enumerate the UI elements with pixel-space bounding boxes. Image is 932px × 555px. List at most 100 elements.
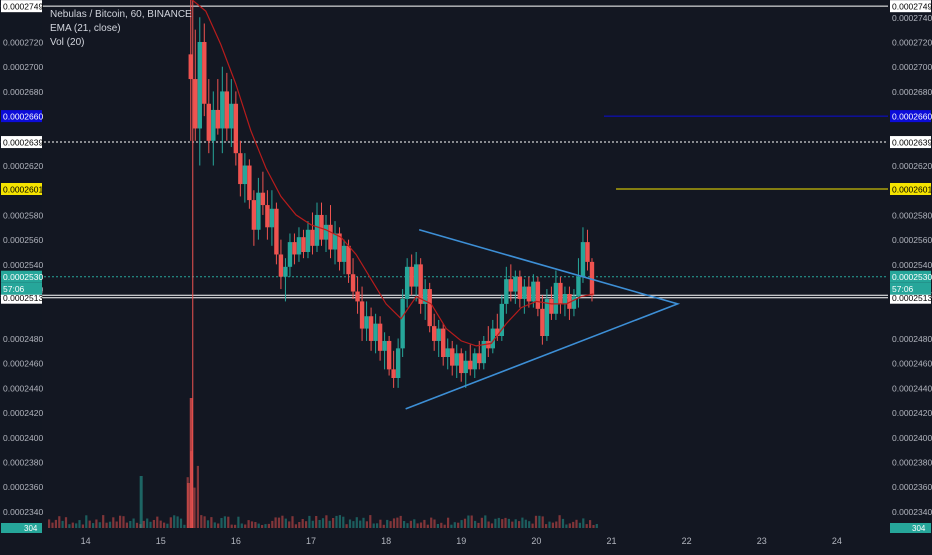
- volume-bar: [470, 515, 473, 528]
- volume-bar: [179, 518, 183, 528]
- candle: [508, 264, 514, 302]
- candle-body: [256, 192, 261, 230]
- candle-body: [499, 303, 505, 336]
- triangle-pattern[interactable]: [405, 228, 681, 410]
- candle: [233, 91, 239, 166]
- price-label-left: 0.0002700: [3, 62, 43, 72]
- price-tick-label: 0.0002620: [892, 161, 932, 171]
- volume-bar: [166, 523, 169, 528]
- volume-bar: [105, 522, 108, 528]
- volume-bar: [440, 522, 443, 528]
- candle-body: [495, 328, 500, 336]
- volume-bar: [119, 515, 122, 528]
- price-tick-label: 0.0002660: [3, 112, 43, 122]
- volume-bar: [193, 487, 196, 528]
- candle-body: [292, 242, 297, 255]
- candle-body: [472, 353, 477, 370]
- candle-body: [341, 245, 347, 262]
- volume-bar: [240, 523, 243, 528]
- volume-bar: [85, 515, 88, 528]
- price-label-right: 0.0002639: [890, 136, 932, 149]
- candle-body: [580, 242, 586, 277]
- time-tick-label: 16: [231, 536, 241, 546]
- price-label-right: 0.0002601: [890, 183, 932, 195]
- price-label-right: 0.0002420: [892, 408, 932, 418]
- volume-bar: [585, 524, 588, 528]
- candle: [278, 239, 284, 290]
- volume-bar: [227, 516, 230, 528]
- candle: [513, 270, 518, 304]
- volume-value-box: [1, 523, 42, 533]
- time-tick-label: 19: [456, 536, 466, 546]
- countdown-box: [890, 282, 931, 295]
- time-tick-label: 21: [607, 536, 617, 546]
- volume-bar: [294, 524, 297, 528]
- candle-body: [567, 294, 572, 309]
- ema-legend: EMA (21, close): [50, 23, 121, 34]
- volume-bar: [78, 520, 81, 528]
- price-tick-label: 0.0002513: [892, 293, 932, 303]
- candle: [247, 159, 252, 209]
- price-tick-label: 0.0002680: [3, 87, 43, 97]
- volume-bar: [176, 516, 179, 528]
- volume-bar: [267, 523, 270, 528]
- candle-body: [368, 316, 374, 341]
- price-label-right: 0.0002680: [892, 87, 932, 97]
- candle-body: [287, 242, 293, 267]
- volume-bar: [51, 522, 54, 528]
- candle: [364, 301, 369, 341]
- volume-bar: [480, 517, 483, 528]
- candle-body: [382, 340, 387, 351]
- volume-bar: [187, 483, 191, 528]
- candle-body: [377, 323, 383, 351]
- volume-value-text: 304: [24, 524, 38, 533]
- price-label-left: 0.0002720: [3, 38, 43, 48]
- candle: [580, 227, 586, 283]
- candle-body: [346, 245, 351, 275]
- volume-bar: [257, 523, 260, 528]
- volume-bar: [352, 521, 355, 528]
- volume-bar: [92, 523, 95, 528]
- volume-bar: [474, 520, 477, 528]
- candle-body: [477, 353, 482, 364]
- price-tick-label: 0.0002639: [3, 138, 43, 148]
- volume-bar: [71, 522, 74, 528]
- candle-body: [526, 286, 532, 302]
- price-tick-label: 0.0002530: [892, 272, 932, 282]
- volume-bar: [501, 519, 504, 528]
- volume-bar: [149, 521, 152, 528]
- price-tick-label: 0.0002530: [3, 272, 43, 282]
- volume-layer: [48, 398, 598, 528]
- candle-body: [224, 91, 230, 129]
- volume-bar: [372, 523, 375, 528]
- volume-bar: [528, 521, 531, 528]
- price-tick-label: 0.0002340: [3, 507, 43, 517]
- price-label-right: 0.0002540: [892, 260, 932, 270]
- volume-bar: [389, 521, 392, 528]
- candle: [301, 229, 306, 259]
- price-label-left: 0.0002620: [3, 161, 43, 171]
- volume-bar: [521, 517, 524, 528]
- volume-bar: [321, 518, 325, 528]
- candle: [431, 313, 437, 351]
- candle-body: [409, 266, 414, 287]
- volume-value-box: [890, 523, 931, 533]
- candle-body: [418, 264, 423, 304]
- price-tick-label: 0.0002440: [892, 383, 932, 393]
- volume-bar: [298, 522, 301, 528]
- price-label-box: [890, 110, 931, 123]
- price-label-left: 0.0002340: [3, 507, 43, 517]
- volume-bar: [419, 522, 423, 528]
- price-label-left: 0.0002400: [3, 433, 43, 443]
- volume-bar: [335, 515, 338, 528]
- volume-bar: [514, 519, 517, 528]
- volume-bar: [403, 521, 406, 528]
- time-tick-label: 18: [381, 536, 391, 546]
- price-label-left: 0.0002660: [1, 110, 43, 123]
- volume-bar: [291, 516, 294, 528]
- volume-bar: [555, 521, 558, 528]
- candle-body: [188, 54, 193, 80]
- candle-body: [549, 298, 554, 314]
- volume-bar: [132, 518, 135, 528]
